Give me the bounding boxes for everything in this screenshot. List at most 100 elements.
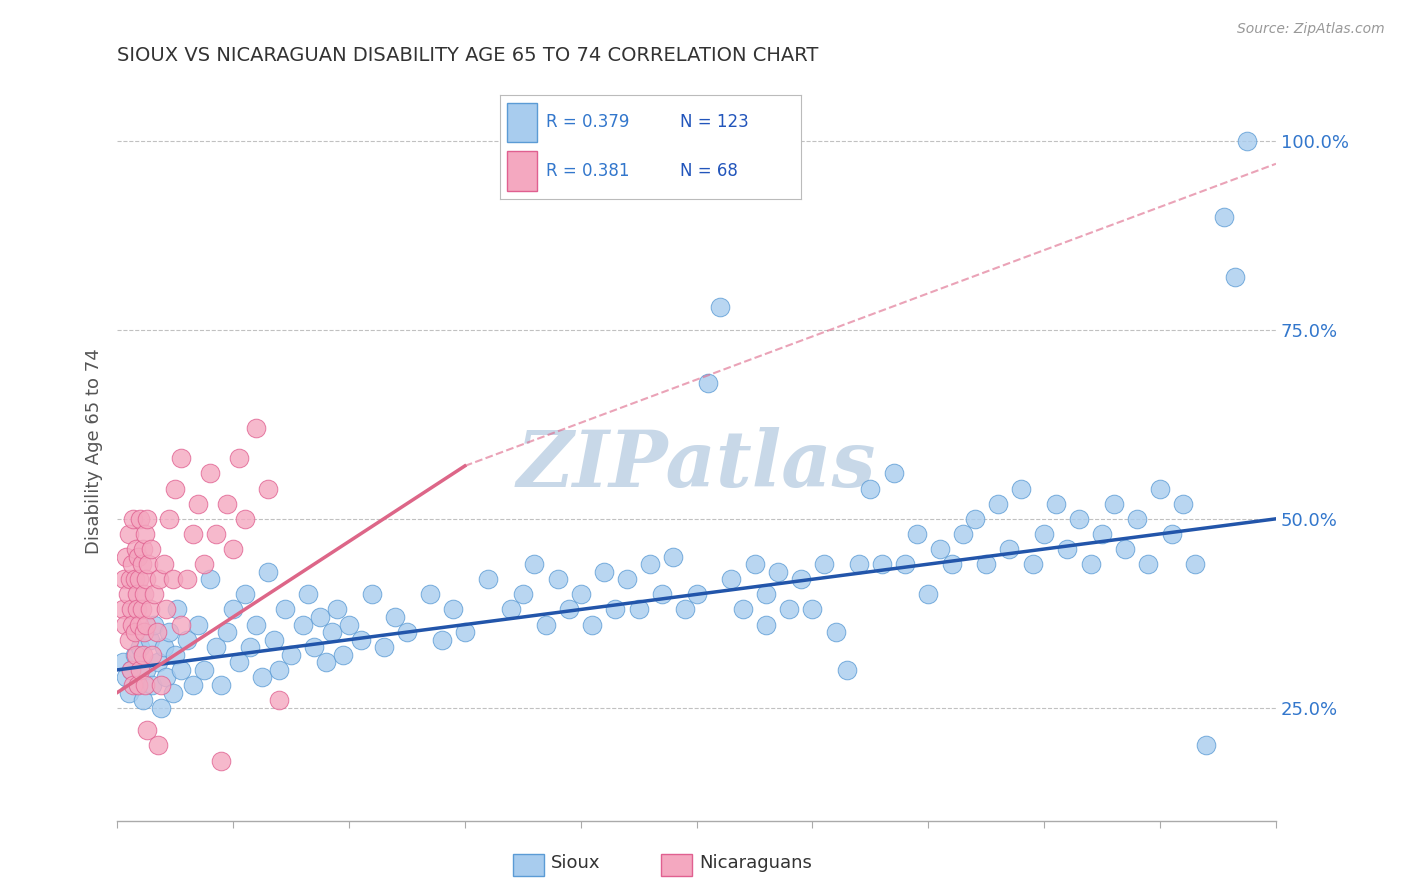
Point xyxy=(170,617,193,632)
Point xyxy=(1149,482,1171,496)
Point xyxy=(118,632,141,647)
Point xyxy=(263,632,285,647)
Text: Source: ZipAtlas.com: Source: ZipAtlas.com xyxy=(1237,22,1385,37)
Point xyxy=(638,557,661,571)
Point xyxy=(592,565,614,579)
Point xyxy=(152,557,174,571)
Point xyxy=(280,648,302,662)
Point xyxy=(824,625,846,640)
Point xyxy=(384,610,406,624)
Point xyxy=(349,632,371,647)
Point xyxy=(616,572,638,586)
Point xyxy=(128,617,150,632)
Point xyxy=(477,572,499,586)
Point xyxy=(162,685,184,699)
Point xyxy=(155,602,177,616)
Point xyxy=(651,587,673,601)
Point xyxy=(222,602,245,616)
Point xyxy=(245,421,267,435)
Point xyxy=(673,602,696,616)
Point xyxy=(129,663,152,677)
Point xyxy=(1102,497,1125,511)
Point xyxy=(974,557,997,571)
Point xyxy=(143,617,166,632)
Point xyxy=(1173,497,1195,511)
Point xyxy=(129,512,152,526)
Point xyxy=(987,497,1010,511)
Point xyxy=(132,587,155,601)
Point xyxy=(905,527,928,541)
Point xyxy=(135,617,157,632)
Point xyxy=(870,557,893,571)
Point xyxy=(127,678,149,692)
Point xyxy=(1045,497,1067,511)
Point xyxy=(141,648,163,662)
Point xyxy=(1212,210,1234,224)
Point xyxy=(697,376,720,390)
Point xyxy=(605,602,627,616)
Point xyxy=(115,549,138,564)
Point xyxy=(155,670,177,684)
Point xyxy=(121,617,143,632)
Point xyxy=(165,648,187,662)
Point xyxy=(150,700,173,714)
Point xyxy=(146,656,169,670)
Point xyxy=(120,663,142,677)
Point xyxy=(138,557,160,571)
Point xyxy=(1080,557,1102,571)
Point xyxy=(685,587,707,601)
Point xyxy=(150,678,173,692)
Point xyxy=(125,542,148,557)
Y-axis label: Disability Age 65 to 74: Disability Age 65 to 74 xyxy=(86,348,103,554)
Point xyxy=(170,663,193,677)
Point xyxy=(373,640,395,655)
Point xyxy=(146,739,169,753)
Point xyxy=(157,512,180,526)
Point xyxy=(309,610,332,624)
Point xyxy=(122,512,145,526)
Point xyxy=(1137,557,1160,571)
Point xyxy=(198,467,221,481)
Text: SIOUX VS NICARAGUAN DISABILITY AGE 65 TO 74 CORRELATION CHART: SIOUX VS NICARAGUAN DISABILITY AGE 65 TO… xyxy=(117,46,818,65)
Point xyxy=(120,663,142,677)
Point xyxy=(127,678,149,692)
Point xyxy=(124,648,146,662)
Point xyxy=(269,693,291,707)
Point xyxy=(419,587,441,601)
Point xyxy=(1010,482,1032,496)
Point xyxy=(131,648,153,662)
Point xyxy=(124,572,146,586)
Point xyxy=(222,542,245,557)
Point xyxy=(136,512,159,526)
Point xyxy=(111,656,134,670)
Point xyxy=(193,663,215,677)
Point xyxy=(998,542,1021,557)
Point xyxy=(1033,527,1056,541)
Point xyxy=(181,527,204,541)
Point xyxy=(217,625,239,640)
Point xyxy=(152,640,174,655)
Point xyxy=(1126,512,1149,526)
Point xyxy=(250,670,273,684)
Point xyxy=(1195,739,1218,753)
Point xyxy=(766,565,789,579)
Point xyxy=(952,527,974,541)
Point xyxy=(112,572,135,586)
Text: Nicaraguans: Nicaraguans xyxy=(699,855,811,872)
Point xyxy=(315,656,337,670)
Point xyxy=(176,632,198,647)
Point xyxy=(627,602,650,616)
Text: ZIPatlas: ZIPatlas xyxy=(517,427,876,504)
Point xyxy=(121,557,143,571)
Point xyxy=(963,512,986,526)
Text: Sioux: Sioux xyxy=(551,855,600,872)
Point xyxy=(291,617,314,632)
Point xyxy=(211,754,233,768)
Point xyxy=(256,565,278,579)
Point xyxy=(1021,557,1043,571)
Point xyxy=(321,625,343,640)
Point xyxy=(720,572,742,586)
Point xyxy=(883,467,905,481)
Point xyxy=(269,663,291,677)
Point xyxy=(148,572,170,586)
